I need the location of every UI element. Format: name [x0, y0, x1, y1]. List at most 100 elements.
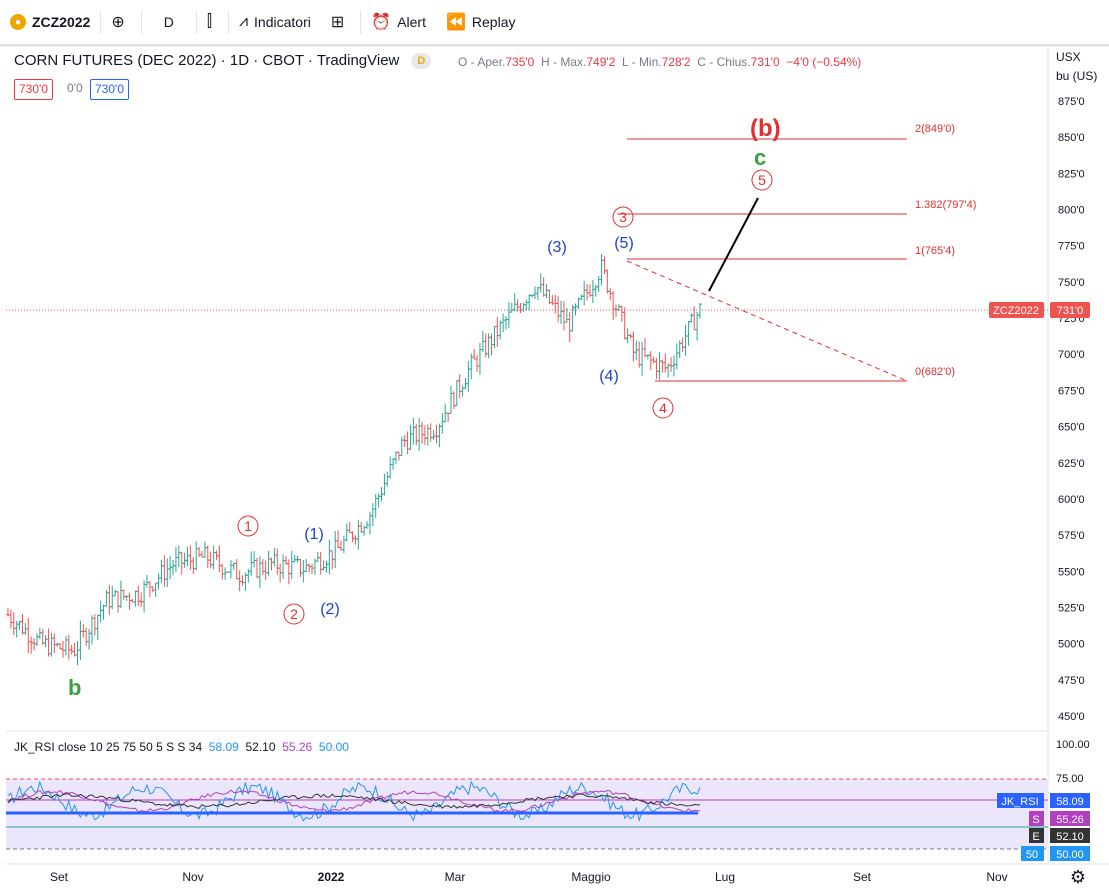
wave-circle-4: 4 [659, 400, 667, 416]
fib-label-1: 1(765'4) [915, 245, 955, 257]
time-tick-label: Maggio [571, 870, 611, 884]
rsi-tag-e-val: 52.10 [1056, 831, 1084, 843]
ohlc-bars [6, 253, 702, 666]
time-tick-label: Nov [182, 870, 203, 884]
price-tick-label: 850'0 [1058, 132, 1085, 144]
rsi-tag-bg [1050, 846, 1090, 861]
time-axis[interactable]: Set Nov 2022 Mar Maggio Lug Set Nov [50, 870, 1008, 884]
indicators-icon: ⩘ [239, 13, 249, 30]
time-tick-label: Nov [986, 870, 1007, 884]
templates-button[interactable]: ⊞ [321, 0, 360, 44]
circle-mark [751, 169, 773, 191]
circle-mark [283, 603, 305, 625]
wave-paren-4: (4) [599, 368, 619, 385]
bid-box[interactable]: 730'0 [14, 79, 53, 100]
symbol-tag-label: ZCZ2022 [993, 305, 1039, 317]
grid-icon: ⊞ [330, 14, 345, 31]
ask-box[interactable]: 730'0 [90, 79, 129, 100]
wave-paren-b-label: (b) [750, 115, 781, 142]
rsi-tag-bg [1029, 828, 1044, 843]
price-tick-label: 700'0 [1058, 349, 1085, 361]
low-label: L - Min. [622, 55, 662, 69]
high-value: 749'2 [586, 55, 616, 69]
rsi-tag-s-val: 55.26 [1056, 814, 1084, 826]
rsi-series-line [7, 789, 701, 813]
wave-paren-1: (1) [304, 526, 324, 543]
rsi-tag-bg [1050, 828, 1090, 843]
interval-button[interactable]: D [142, 0, 196, 44]
wave-circle-5: 5 [758, 172, 766, 188]
price-tick-label: 875'0 [1058, 96, 1085, 108]
rsi-value-2: 52.10 [245, 740, 276, 754]
rsi-legend: JK_RSI close 10 25 75 50 5 S S 34 58.09 … [14, 740, 349, 754]
circled-wave-labels: 1 2 3 4 5 [237, 169, 773, 625]
symbol-search[interactable]: ● ZCZ2022 [0, 0, 100, 44]
wave-paren-2: (2) [320, 601, 340, 618]
currency-label[interactable]: USX [1056, 50, 1081, 64]
low-value: 728'2 [661, 55, 691, 69]
time-tick-label: Mar [445, 870, 466, 884]
price-axis[interactable]: 875'0850'0825'0800'0775'0750'0725'0700'0… [1056, 96, 1090, 785]
last-price-tag [1050, 302, 1090, 318]
alert-label: Alert [397, 14, 426, 30]
wave-paren-3: (3) [547, 239, 567, 256]
last-price-label: 731'0 [1057, 305, 1084, 317]
open-value: 735'0 [505, 55, 535, 69]
time-tick-label: Set [50, 870, 69, 884]
close-label: C - Chius. [697, 55, 751, 69]
circle-mark [652, 397, 674, 419]
circle-mark [237, 515, 259, 537]
separator [360, 10, 362, 34]
replay-button[interactable]: ⏪ Replay [436, 0, 526, 44]
alert-button[interactable]: ⏰ Alert [361, 0, 436, 44]
symbol-label: ZCZ2022 [32, 14, 91, 30]
gear-icon[interactable]: ⚙ [1070, 867, 1086, 887]
indicators-button[interactable]: ⩘ Indicatori [229, 0, 321, 44]
unit-label[interactable]: bu (US) [1056, 69, 1098, 83]
spread-box: 0'0 [67, 81, 83, 95]
rsi-tag-jk: JK_RSI [1001, 796, 1038, 808]
price-tick-label: 750'0 [1058, 277, 1085, 289]
rsi-tag-s: S [1032, 814, 1039, 826]
circle-mark [612, 206, 634, 228]
trend-dashed-line [626, 260, 908, 382]
separator [100, 10, 102, 34]
plus-circle-icon: ⊕ [111, 14, 125, 31]
paren-wave-labels: (1) (2) (3) (4) (5) [304, 235, 634, 618]
rsi-lines [6, 780, 701, 823]
ohlc-readout: O - Aper.735'0 H - Max.749'2 L - Min.728… [458, 55, 861, 69]
replay-label: Replay [471, 14, 516, 30]
price-tick-label: 600'0 [1058, 494, 1085, 506]
high-label: H - Max. [541, 55, 587, 69]
wave-circle-2: 2 [290, 606, 298, 622]
time-tick-label: Set [853, 870, 872, 884]
price-tick-label: 525'0 [1058, 602, 1085, 614]
price-tick-label: 800'0 [1058, 205, 1085, 217]
bars-icon: ⫿ [206, 13, 213, 30]
rsi-tag-bg [1050, 793, 1090, 808]
price-tick-label: 500'0 [1058, 639, 1085, 651]
wave-circle-1: 1 [244, 518, 252, 534]
rsi-name: JK_RSI close 10 25 75 50 5 S S 34 [14, 740, 203, 754]
projection-line [708, 197, 759, 292]
compare-add-button[interactable]: ⊕ [101, 0, 140, 44]
rsi-tag-bg [1029, 811, 1044, 826]
indicators-label: Indicatori [254, 14, 311, 30]
rsi-tag-bg [1021, 846, 1044, 861]
wave-circle-3: 3 [619, 209, 627, 225]
rsi-tag-e: E [1032, 831, 1039, 843]
rsi-tag-50: 50 [1026, 849, 1038, 861]
separator [228, 10, 230, 34]
chart-type-button[interactable]: ⫿ [197, 0, 228, 44]
top-toolbar: ● ZCZ2022 ⊕ D ⫿ ⩘ Indicatori ⊞ ⏰ Alert ⏪ Re… [0, 0, 1109, 46]
rsi-tick-label: 75.00 [1056, 773, 1084, 785]
interval-label: D [163, 14, 174, 30]
symbol-price-tag [989, 302, 1044, 318]
fib-label-1382: 1.382(797'4) [915, 199, 976, 211]
rsi-series-line [7, 793, 701, 809]
time-tick-label: Lug [715, 870, 735, 884]
rsi-tag-bg [997, 793, 1044, 808]
price-tick-label: 475'0 [1058, 675, 1085, 687]
fib-label-2: 2(849'0) [915, 123, 955, 135]
